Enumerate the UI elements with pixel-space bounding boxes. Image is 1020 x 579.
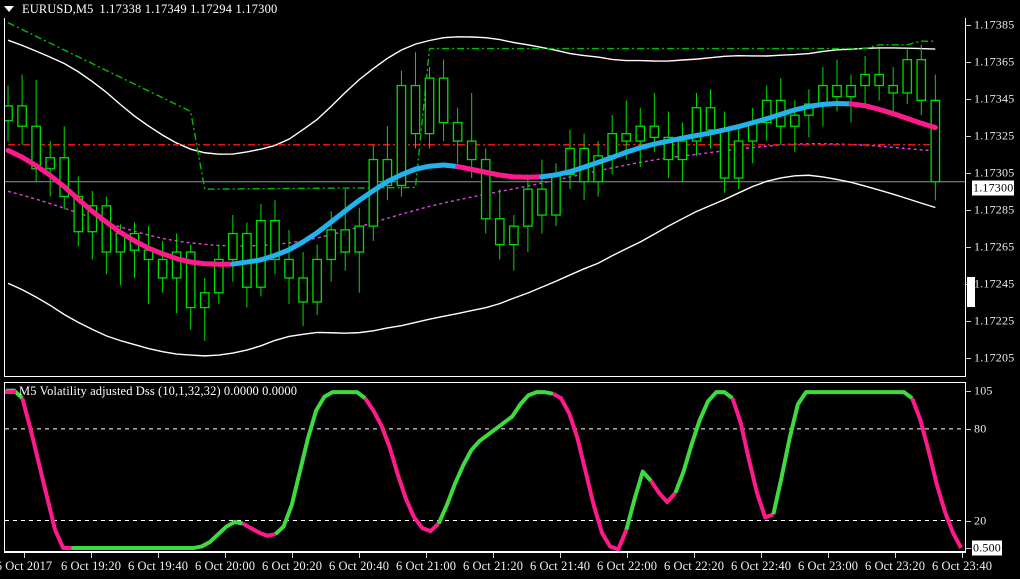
- time-axis-label: 6 Oct 19:20: [60, 559, 122, 573]
- time-axis-tick: [627, 553, 628, 558]
- oscillator-caption: M5 Volatility adjusted Dss (10,1,32,32) …: [5, 384, 300, 399]
- oscillator-scale-tick: [966, 520, 971, 522]
- time-axis-tick: [560, 553, 561, 558]
- time-axis-label: 6 Oct 23:00: [797, 559, 859, 573]
- time-axis-label: 6 Oct 2017: [0, 559, 53, 573]
- oscillator-scale-tick: [966, 390, 971, 392]
- oscillator-caption-text: M5 Volatility adjusted Dss (10,1,32,32) …: [19, 384, 298, 398]
- time-axis-label: 6 Oct 23:20: [864, 559, 926, 573]
- time-axis-label: 6 Oct 22:00: [596, 559, 658, 573]
- time-axis-tick: [292, 553, 293, 558]
- time-axis-label: 6 Oct 21:20: [462, 559, 524, 573]
- symbol-label: EURUSD,M5: [22, 1, 94, 16]
- time-axis-tick: [359, 553, 360, 558]
- oscillator-plot-area[interactable]: [5, 383, 965, 551]
- price-scale-tick: [966, 209, 971, 211]
- oscillator-current-value-label: 0.500: [972, 540, 1002, 556]
- time-axis-tick: [761, 553, 762, 558]
- price-scale-label: 1.17345: [974, 91, 1015, 105]
- price-scale-label: 1.17305: [974, 165, 1015, 179]
- price-plot-area[interactable]: [5, 6, 965, 376]
- current-price-label: 1.17300: [972, 180, 1015, 196]
- oscillator-scale-label: 80: [974, 421, 987, 436]
- price-scale-tick: [966, 61, 971, 63]
- time-axis-tick: [493, 553, 494, 558]
- price-scale-label: 1.17225: [974, 313, 1015, 327]
- time-axis-tick: [828, 553, 829, 558]
- price-scale-label: 1.17265: [974, 239, 1015, 253]
- price-chart-svg: [5, 22, 965, 357]
- price-scale-tick: [966, 246, 971, 248]
- price-scale-tick: [966, 172, 971, 174]
- oscillator-scale-tick: [966, 428, 971, 430]
- price-scale-tick: [966, 357, 971, 359]
- time-axis-tick: [895, 553, 896, 558]
- price-scale-label: 1.17325: [974, 128, 1015, 142]
- time-axis-tick: [158, 553, 159, 558]
- price-scale-label: 1.17385: [974, 17, 1015, 31]
- time-axis-label: 6 Oct 22:40: [730, 559, 792, 573]
- price-scale-scrollbar[interactable]: [967, 277, 975, 307]
- price-scale-label: 1.17365: [974, 54, 1015, 68]
- time-axis-tick: [91, 553, 92, 558]
- time-axis-tick: [24, 553, 25, 558]
- ohlc-quotes: 1.17338 1.17349 1.17294 1.17300: [99, 1, 278, 16]
- time-axis-label: 6 Oct 23:40: [931, 559, 993, 573]
- time-axis-label: 6 Oct 20:20: [261, 559, 323, 573]
- time-axis-label: 6 Oct 19:40: [127, 559, 189, 573]
- oscillator-scale-tick: [966, 547, 971, 549]
- price-scale-tick: [966, 24, 971, 26]
- price-scale-label: 1.17285: [974, 202, 1015, 216]
- oscillator-scale[interactable]: 105 80 20 0.500: [966, 382, 1020, 556]
- price-scale-tick: [966, 135, 971, 137]
- chart-title-bar: EURUSD,M5 1.17338 1.17349 1.17294 1.1730…: [0, 0, 1020, 18]
- time-axis-label: 6 Oct 20:40: [328, 559, 390, 573]
- price-scale-label: 1.17245: [974, 276, 1015, 290]
- oscillator-chart-svg: [5, 388, 965, 551]
- price-scale-tick: [966, 98, 971, 100]
- price-scale-label: 1.17205: [974, 350, 1015, 364]
- oscillator-panel-frame: [4, 382, 966, 552]
- oscillator-scale-label: 105: [974, 383, 993, 398]
- time-axis-label: 6 Oct 21:40: [529, 559, 591, 573]
- oscillator-scale-label: 20: [974, 513, 987, 527]
- time-axis[interactable]: 6 Oct 2017 6 Oct 19:20 6 Oct 19:40 6 Oct 20…: [0, 552, 1020, 579]
- time-axis-label: 6 Oct 21:00: [395, 559, 457, 573]
- oscillator-color-swatch: [5, 389, 16, 394]
- time-axis-label: 6 Oct 20:00: [194, 559, 256, 573]
- price-scale[interactable]: 1.17385 1.17365 1.17345 1.17325 1.17305 1.172…: [966, 5, 1020, 378]
- time-axis-tick: [426, 553, 427, 558]
- price-scale-tick: [966, 320, 971, 322]
- chevron-down-icon[interactable]: [4, 6, 14, 12]
- time-axis-tick: [962, 553, 963, 558]
- time-axis-label: 6 Oct 22:20: [663, 559, 725, 573]
- time-axis-rule: [4, 552, 966, 553]
- time-axis-tick: [694, 553, 695, 558]
- time-axis-tick: [225, 553, 226, 558]
